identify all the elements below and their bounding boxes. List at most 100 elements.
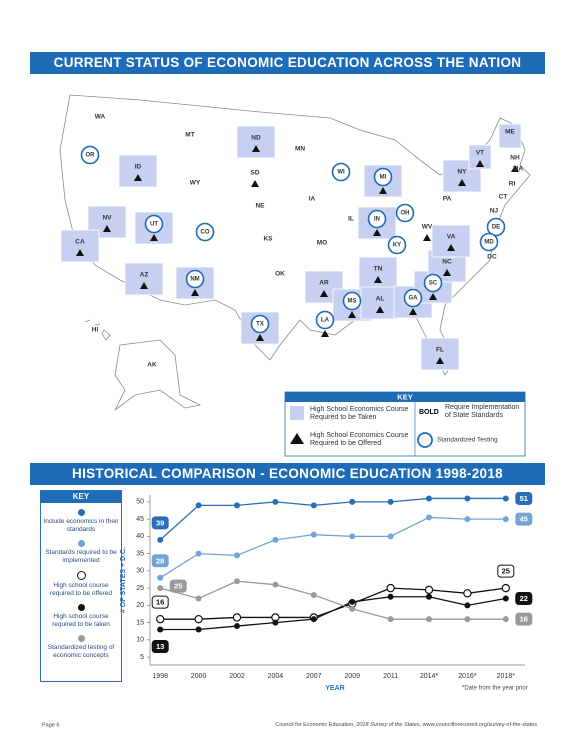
map-key-title: KEY	[397, 392, 412, 401]
series-point	[272, 619, 279, 626]
value-label: 25	[174, 582, 182, 591]
state-label: MI	[380, 175, 387, 181]
x-tick-label: 2009	[344, 673, 360, 680]
state-label: HI	[92, 327, 99, 334]
state-label: KY	[393, 243, 401, 249]
source: Council for Economic Education, 2018 Sur…	[275, 722, 537, 728]
state-label: WA	[95, 114, 106, 121]
value-badge	[515, 612, 533, 626]
series-point	[464, 495, 471, 502]
offered-triangle	[436, 357, 444, 364]
state-shade	[468, 144, 492, 170]
x-tick-label: 2014*	[420, 673, 439, 680]
testing-circle	[423, 273, 443, 293]
legend-marker	[76, 571, 86, 580]
y-tick-label: 35	[136, 550, 144, 557]
state-label: ID	[135, 164, 142, 171]
series-point	[424, 585, 434, 595]
state-label: DC	[487, 254, 497, 261]
series-point	[464, 516, 471, 523]
offered-triangle	[409, 308, 417, 315]
legend-label: Include economics in their standards	[43, 518, 119, 533]
state-label: NE	[255, 203, 265, 210]
state-label: CO	[201, 230, 210, 236]
state-label: WI	[337, 170, 345, 176]
y-tick-label: 30	[136, 568, 144, 575]
testing-circle	[185, 269, 205, 289]
offered-triangle	[252, 145, 260, 152]
state-label: SC	[429, 281, 438, 287]
series-line	[160, 580, 506, 620]
offered-triangle	[379, 187, 387, 194]
value-badge	[151, 554, 169, 568]
state-label: LA	[321, 318, 330, 324]
series-point	[234, 578, 240, 585]
series-point	[502, 595, 509, 602]
series-point	[426, 495, 432, 502]
state-shade	[498, 123, 522, 149]
state-label: NJ	[490, 208, 499, 215]
state-label: GA	[409, 296, 419, 302]
series-point	[502, 495, 509, 502]
value-label: 45	[520, 515, 528, 524]
series-line	[160, 596, 506, 631]
series-point	[234, 552, 240, 559]
key-taken: High School Economics Course Required to…	[310, 406, 409, 421]
offered-triangle	[447, 244, 455, 251]
testing-circle	[195, 222, 215, 242]
offered-triangle	[76, 249, 84, 256]
series-point	[502, 616, 509, 623]
offered-triangle	[134, 174, 142, 181]
key-bold: Require Implementation of State Standard…	[445, 404, 520, 419]
series-point	[155, 614, 165, 624]
state-shade	[420, 337, 460, 371]
offered-triangle	[140, 282, 148, 289]
state-label: ND	[251, 135, 261, 142]
legend-marker	[77, 635, 85, 642]
legend-label: Standards required to be implemented	[45, 549, 117, 564]
state-label: NH	[510, 155, 520, 162]
state-label: TN	[374, 266, 383, 273]
x-tick-label: 1998	[152, 673, 168, 680]
series-point	[349, 498, 356, 505]
offered-triangle	[321, 330, 329, 337]
key-shade-swatch	[290, 406, 304, 420]
series-line	[159, 516, 506, 579]
state-label: NY	[457, 169, 467, 176]
testing-circle	[331, 162, 351, 182]
series-point	[349, 605, 356, 612]
state-label: NC	[442, 259, 452, 266]
legend-label: High school course required to be taken	[52, 613, 110, 628]
key-testing: Standardized Testing	[437, 437, 498, 444]
series-point	[195, 626, 202, 633]
state-label: NM	[190, 277, 199, 283]
state-label: RI	[509, 181, 516, 188]
state-shade	[60, 229, 100, 263]
state-label: KS	[263, 236, 273, 243]
series-point	[426, 514, 432, 521]
offered-triangle	[251, 180, 259, 187]
series-point	[157, 626, 164, 633]
y-tick-label: 25	[136, 585, 144, 592]
state-label: CA	[75, 239, 85, 246]
offered-triangle	[103, 225, 111, 232]
legend-label: Standardized testing of economic concept…	[47, 644, 115, 659]
series-point	[310, 531, 317, 538]
state-shade	[360, 286, 400, 320]
series-point	[349, 598, 356, 605]
state-label: VT	[476, 150, 484, 157]
series-point	[195, 502, 202, 509]
state-label: DE	[492, 225, 500, 231]
state-shade	[431, 224, 471, 258]
source-b: 2018 Survey of the States	[355, 722, 420, 728]
x-tick-label: 2016*	[458, 673, 477, 680]
value-label: 22	[520, 594, 528, 603]
series-point	[157, 574, 164, 581]
page-number: Page 6	[42, 722, 59, 728]
key-triangle	[290, 433, 304, 444]
state-label: IA	[309, 196, 316, 203]
x-tick-label: 2002	[229, 673, 245, 680]
series-point	[426, 616, 432, 623]
series-point	[387, 498, 394, 505]
